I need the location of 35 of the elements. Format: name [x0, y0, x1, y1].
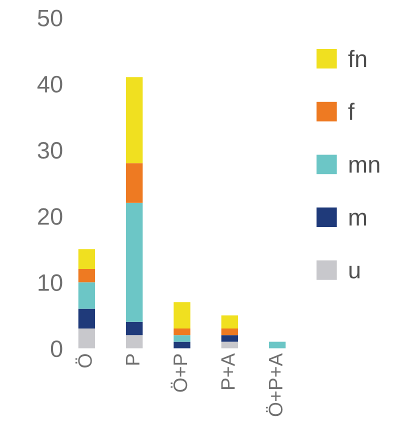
x-tick-label: Ö [75, 354, 92, 368]
y-tick-label: 30 [38, 142, 62, 159]
bar [174, 342, 190, 348]
legend-label: u [349, 266, 360, 279]
bar [174, 302, 190, 329]
y-tick-label: 50 [38, 10, 62, 26]
legend-label: m [350, 212, 366, 226]
x-tick-label: P+A [221, 353, 235, 389]
legend-label: mn [350, 160, 380, 173]
y-tick-label: 0 [50, 340, 62, 358]
bar [78, 282, 96, 309]
y-tick-label: 40 [37, 76, 62, 93]
x-tick-label: Ö+P [170, 354, 188, 392]
bar [78, 249, 96, 270]
bar [126, 322, 143, 336]
y-tick-label: 10 [38, 274, 62, 292]
bar [78, 328, 96, 348]
bar [221, 342, 238, 348]
bar [221, 315, 238, 329]
y-tick-label: 20 [38, 208, 62, 225]
bar [126, 77, 143, 164]
bar [126, 335, 143, 348]
bar [174, 335, 190, 342]
bar [78, 308, 96, 329]
legend-label: f [348, 102, 355, 120]
bar [78, 269, 96, 282]
bar [126, 202, 143, 322]
legend-label: fn [348, 50, 366, 67]
x-tick-label: P [126, 354, 140, 365]
bar [174, 328, 190, 336]
bar [126, 163, 143, 203]
bar [221, 328, 238, 336]
bar [221, 335, 238, 342]
x-tick-label: Ö+P+A [266, 353, 283, 416]
bar [268, 342, 286, 348]
